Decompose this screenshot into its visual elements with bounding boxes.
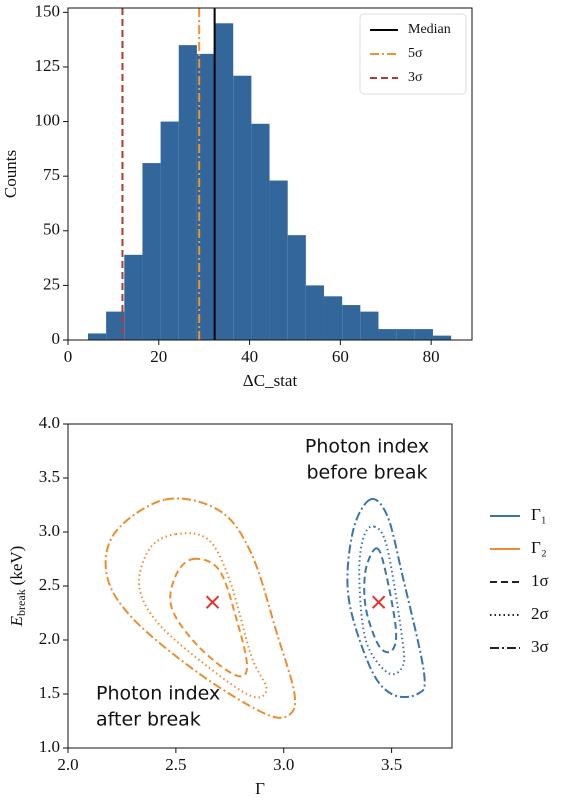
legend-label: Γ₂ (531, 538, 547, 557)
y-axis-label: Ebreak (keV) (7, 546, 28, 628)
legend-box (359, 13, 467, 95)
y-tick-label: 2.5 (39, 575, 60, 594)
y-tick-label: 2.0 (39, 629, 60, 648)
bar (178, 45, 197, 340)
y-tick-label: 125 (35, 56, 61, 75)
bar (124, 254, 143, 340)
y-axis-label-unit: (keV) (7, 546, 26, 586)
bar (305, 285, 325, 340)
x-axis-label: Γ (255, 779, 265, 798)
y-tick-label: 1.5 (39, 683, 60, 702)
bar (342, 305, 361, 340)
bar (432, 335, 452, 340)
x-tick-label: 0 (64, 347, 73, 366)
bar (414, 329, 433, 340)
best-fit-marker (205, 595, 220, 609)
legend-label: 5σ (408, 46, 423, 61)
annotation: Photon index (305, 436, 429, 458)
y-tick-label: 25 (43, 274, 60, 293)
legend-label: 3σ (531, 637, 549, 656)
y-tick-label: 4.0 (39, 413, 60, 432)
plot-frame (67, 423, 453, 749)
y-tick-label: 3.5 (39, 467, 60, 486)
bar (160, 121, 179, 340)
x-tick-label: 2.0 (57, 755, 78, 774)
contour-line (346, 498, 426, 699)
x-tick-label: 40 (241, 347, 258, 366)
annotation: Photon index (96, 683, 220, 705)
contour-line (137, 532, 268, 699)
x-tick-label: 3.5 (381, 755, 402, 774)
contour-line (358, 525, 406, 676)
y-tick-label: 3.0 (39, 521, 60, 540)
bar (233, 75, 252, 341)
bar (196, 53, 216, 341)
y-tick-label: 1.0 (39, 737, 60, 756)
contour-line (363, 547, 398, 654)
bar (324, 296, 343, 340)
y-axis-label-symbol: E (7, 615, 26, 627)
bar (87, 333, 107, 340)
legend-label: 2σ (531, 604, 549, 623)
x-tick-label: 20 (150, 347, 167, 366)
bar (396, 329, 415, 340)
bar (287, 235, 306, 340)
y-tick-label: 0 (52, 329, 61, 348)
bar (106, 311, 125, 340)
y-axis-label-text: Ebreak (keV) (7, 546, 28, 628)
contour-line (169, 557, 249, 678)
legend-label: Median (408, 22, 451, 37)
y-axis-label-subscript: break (14, 589, 28, 616)
plot-frame (67, 7, 473, 341)
y-axis-label: Counts (1, 150, 20, 198)
bar (142, 163, 161, 340)
x-tick-label: 80 (423, 347, 440, 366)
bar (378, 329, 397, 340)
bar (251, 123, 270, 341)
y-tick-label: 50 (43, 220, 60, 239)
y-tick-label: 150 (35, 1, 61, 20)
bar (269, 180, 288, 340)
y-tick-label: 100 (35, 110, 61, 129)
legend-label: 1σ (531, 571, 549, 590)
bar (360, 311, 379, 340)
legend-label: 3σ (408, 70, 423, 85)
contour-line (104, 497, 297, 719)
annotation: before break (307, 462, 428, 484)
x-tick-label: 2.5 (165, 755, 186, 774)
best-fit-marker (371, 595, 386, 609)
x-tick-label: 60 (332, 347, 349, 366)
bar (215, 23, 234, 340)
annotation: after break (96, 709, 201, 731)
x-axis-label: ΔC_stat (243, 371, 298, 390)
legend-label: Γ₁ (531, 505, 547, 524)
x-tick-label: 3.0 (273, 755, 294, 774)
y-tick-label: 75 (43, 165, 60, 184)
